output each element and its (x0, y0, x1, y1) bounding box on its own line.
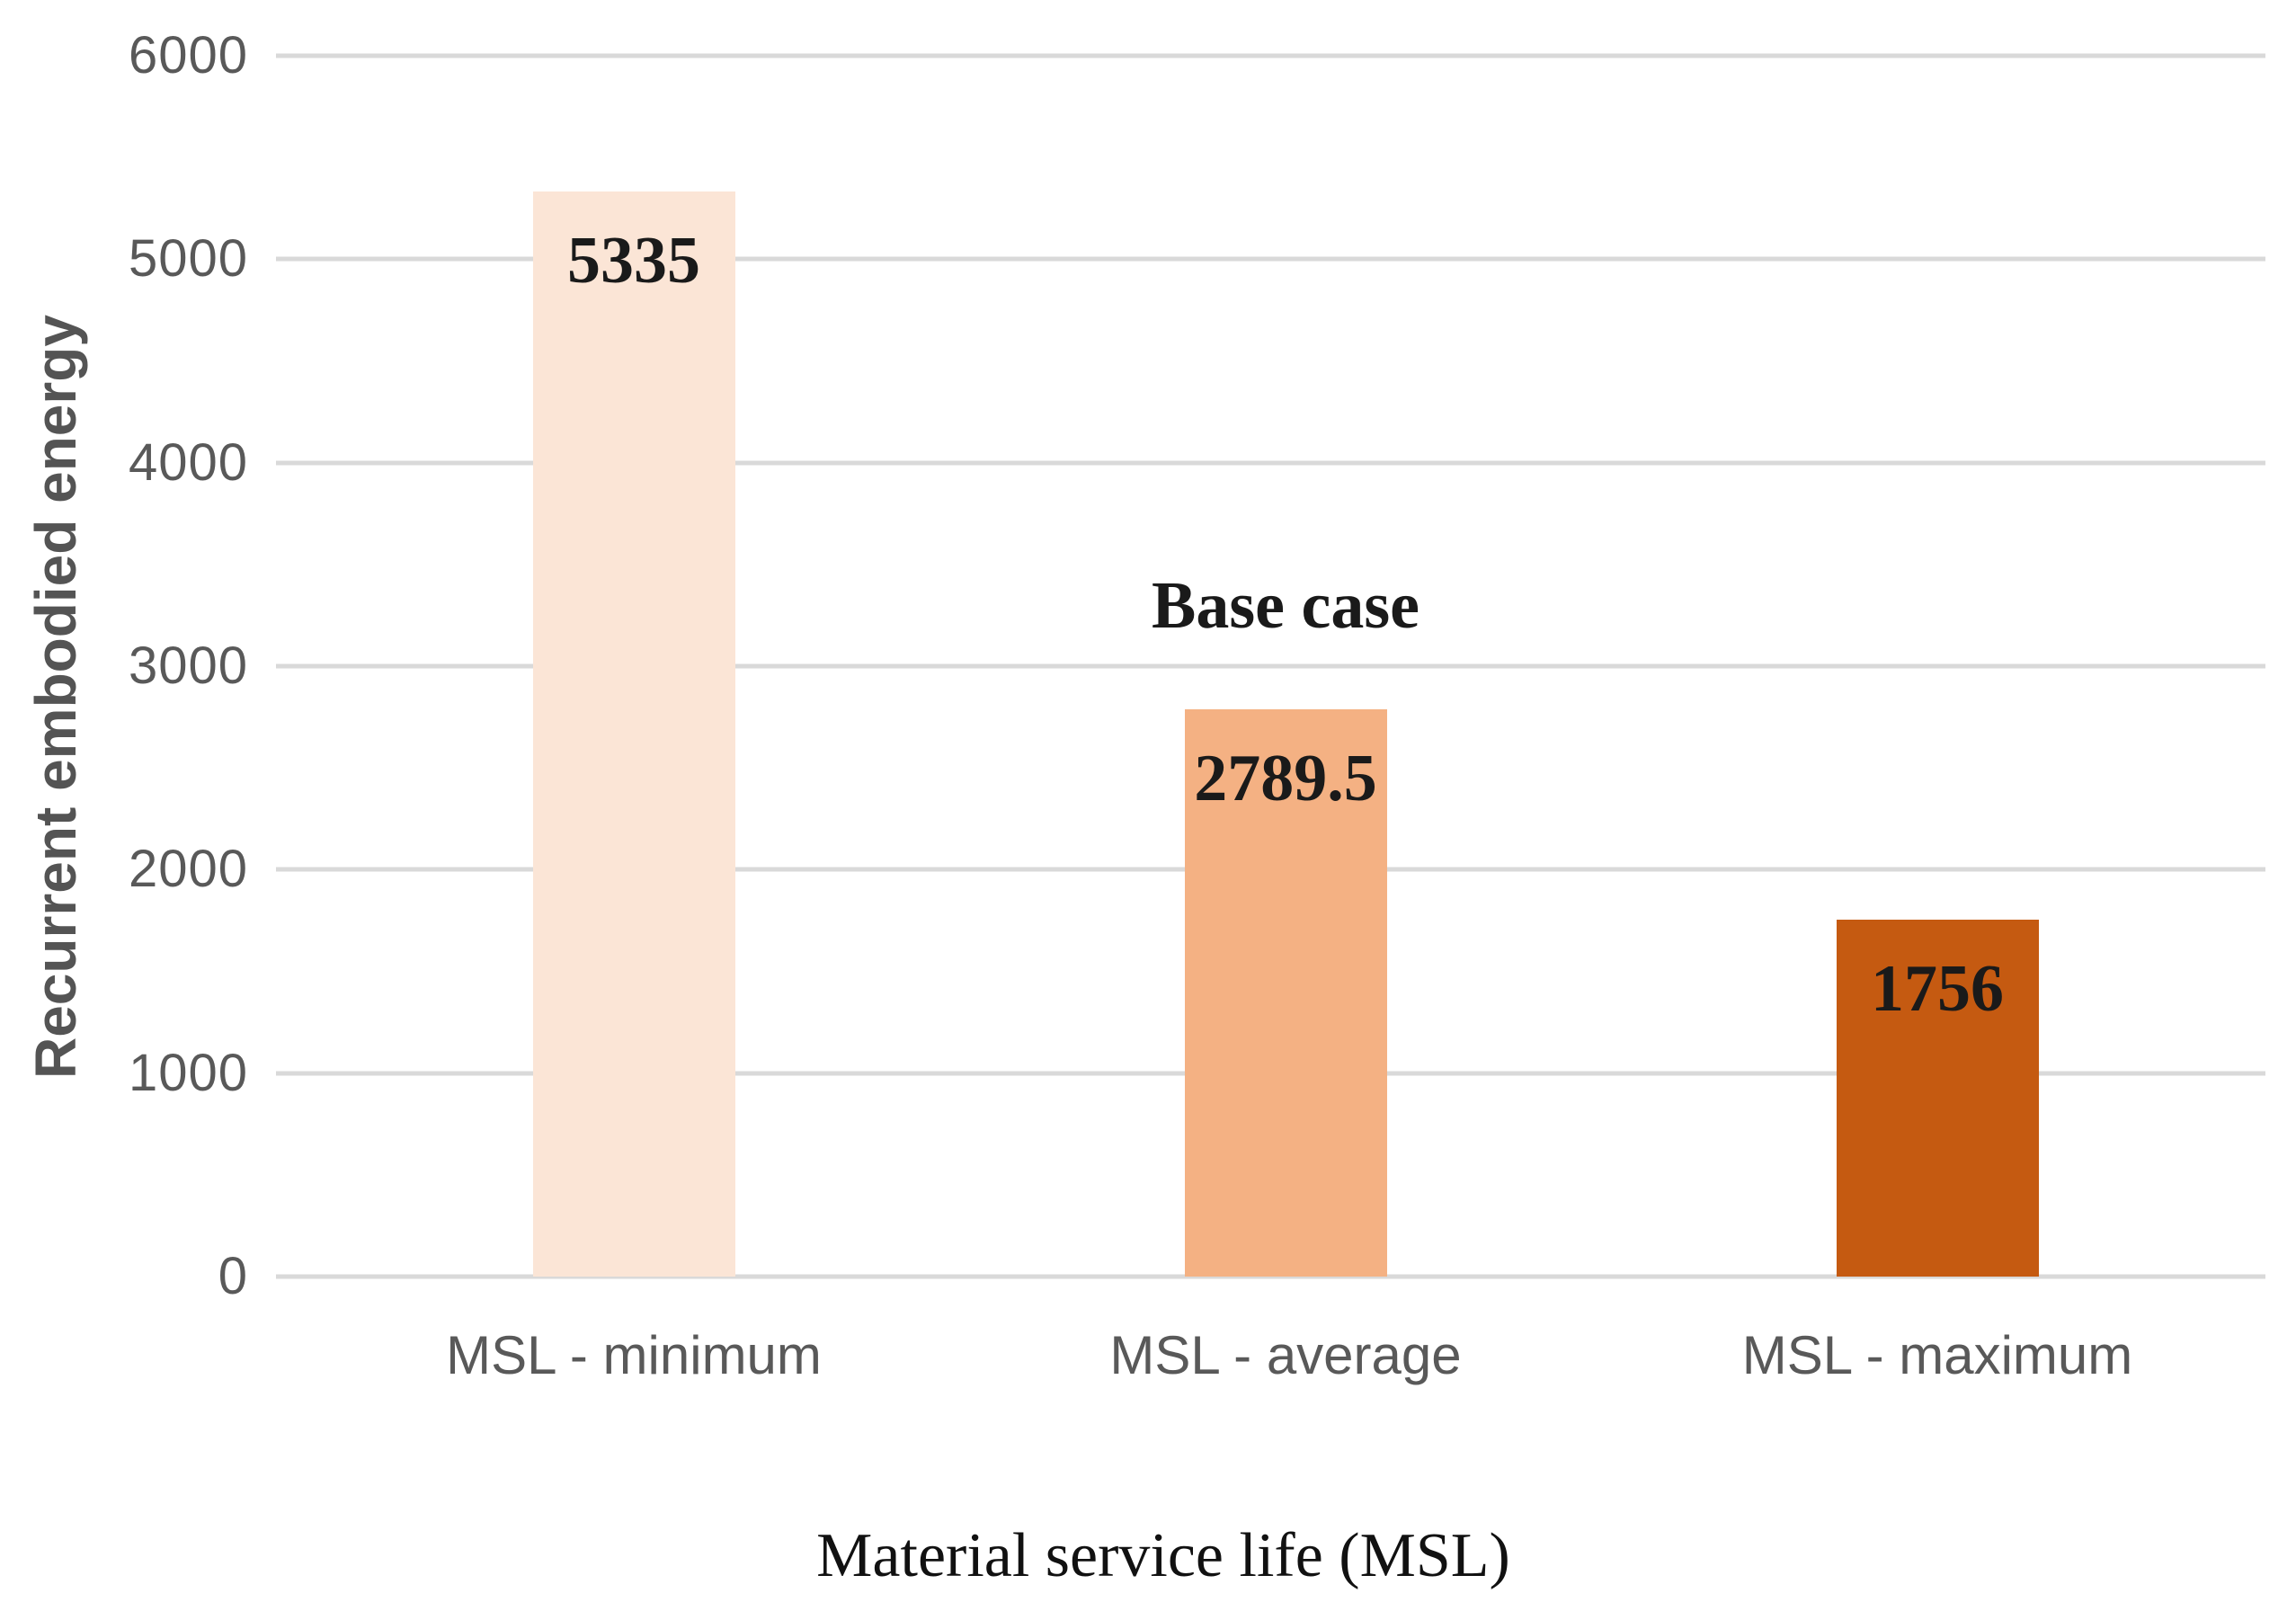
y-axis-title: Recurrent embodied energy (23, 315, 88, 1079)
bar-value-label: 1756 (1871, 951, 2004, 1026)
bar-MSL - average (1184, 708, 1387, 1277)
bar-MSL - minimum (532, 191, 735, 1277)
x-category-label: MSL - minimum (446, 1325, 822, 1385)
x-axis-title: Material service life (MSL) (816, 1521, 1510, 1590)
x-category-label: MSL - maximum (1741, 1325, 2133, 1385)
gridline-4000 (276, 460, 2265, 466)
bar-value-label: 5335 (567, 223, 700, 298)
x-category-label: MSL - average (1109, 1325, 1462, 1385)
y-tick-label-5000: 5000 (128, 229, 248, 289)
gridline-5000 (276, 256, 2265, 262)
y-tick-label-4000: 4000 (128, 432, 248, 492)
gridline-0 (276, 1274, 2265, 1279)
annotation-base-case: Base case (1152, 568, 1419, 643)
y-tick-label-3000: 3000 (128, 636, 248, 695)
bar-MSL - maximum (1836, 919, 2039, 1277)
gridline-6000 (276, 53, 2265, 58)
bar-value-label: 2789.5 (1194, 741, 1377, 815)
y-tick-label-2000: 2000 (128, 840, 248, 899)
y-tick-label-6000: 6000 (128, 26, 248, 85)
y-tick-label-0: 0 (218, 1247, 248, 1305)
gridline-3000 (276, 663, 2265, 669)
y-tick-label-1000: 1000 (128, 1043, 248, 1102)
